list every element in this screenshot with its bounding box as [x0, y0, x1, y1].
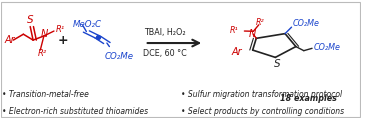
Text: R¹: R¹ — [56, 25, 65, 34]
Text: • Transition-metal-free: • Transition-metal-free — [3, 90, 89, 99]
Text: CO₂Me: CO₂Me — [314, 43, 341, 52]
Text: 18 examples: 18 examples — [280, 94, 337, 103]
Text: R²: R² — [256, 18, 265, 27]
Text: DCE, 60 °C: DCE, 60 °C — [143, 49, 186, 58]
Text: • Sulfur migration transformation protocol: • Sulfur migration transformation protoc… — [181, 90, 342, 99]
Text: S: S — [274, 59, 280, 69]
Text: Ar: Ar — [4, 35, 15, 45]
Text: Ar: Ar — [231, 47, 242, 57]
Text: • Electron-rich substituted thioamides: • Electron-rich substituted thioamides — [3, 107, 149, 116]
Text: N: N — [249, 29, 256, 39]
Text: S: S — [27, 15, 34, 25]
Text: R¹: R¹ — [230, 26, 239, 35]
Text: MeO₂C: MeO₂C — [73, 20, 102, 29]
Text: TBAl, H₂O₂: TBAl, H₂O₂ — [144, 28, 185, 37]
Text: N: N — [40, 29, 48, 39]
Text: CO₂Me: CO₂Me — [293, 19, 320, 27]
Text: CO₂Me: CO₂Me — [104, 52, 133, 61]
Text: • Select products by controlling conditions: • Select products by controlling conditi… — [181, 107, 344, 116]
Text: R²: R² — [37, 49, 47, 58]
Text: +: + — [57, 34, 68, 47]
